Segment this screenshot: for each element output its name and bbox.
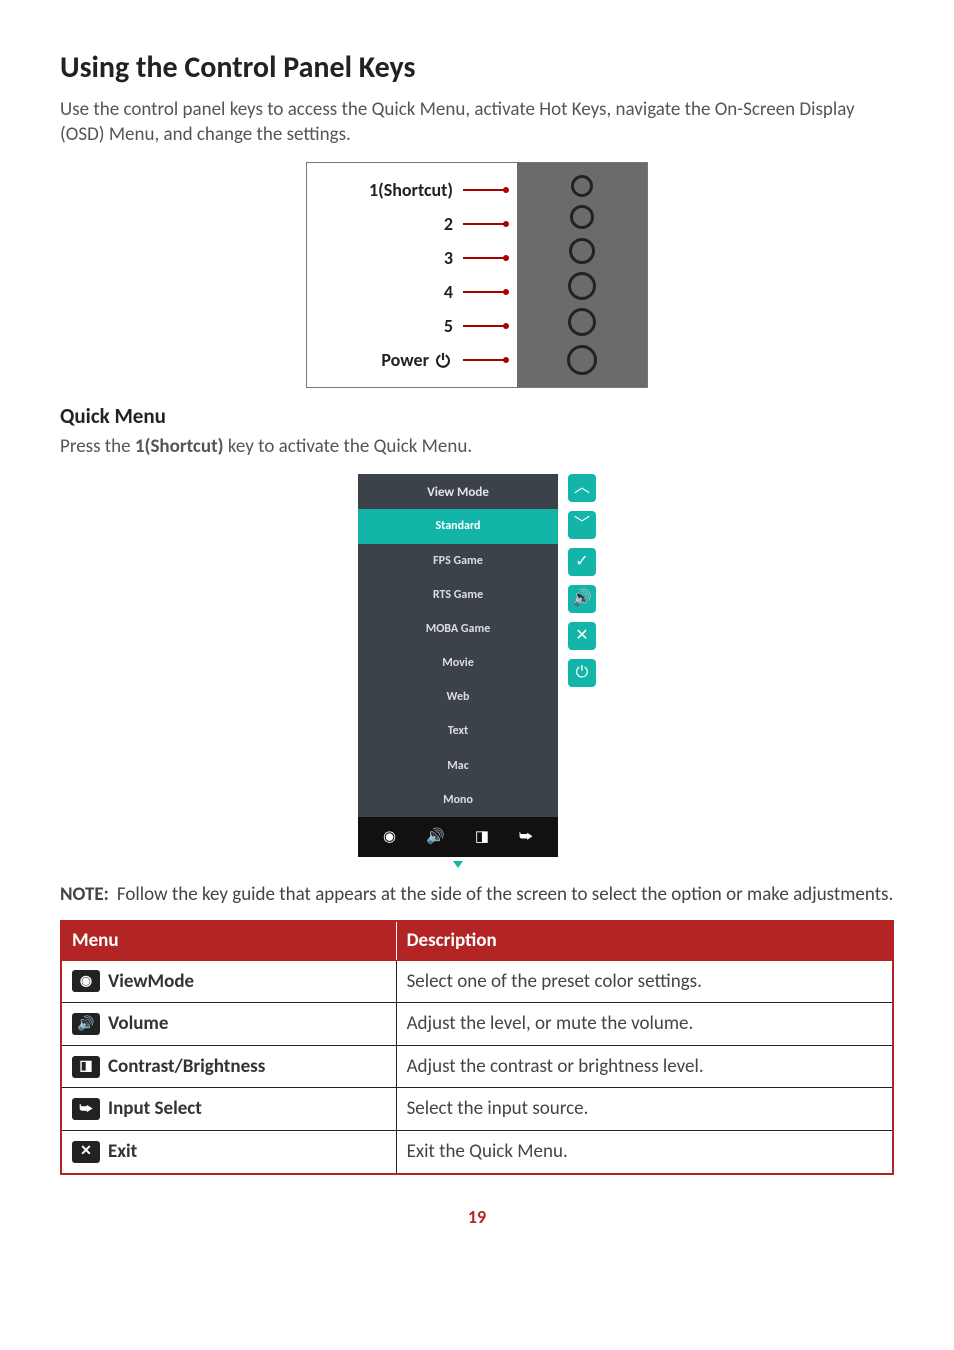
qm-item[interactable]: Movie — [358, 646, 558, 680]
down-icon[interactable]: ﹀ — [568, 511, 596, 539]
quick-menu-heading: Quick Menu — [60, 402, 894, 430]
power-icon: ⏻ — [433, 351, 453, 371]
panel-row-label: 2 — [444, 212, 453, 236]
menu-name: Volume — [108, 1011, 168, 1037]
qm-intro-bold: 1(Shortcut) — [135, 435, 224, 458]
qm-item[interactable]: Mono — [358, 783, 558, 817]
panel-physical-button — [567, 345, 597, 375]
panel-labels-column: 1(Shortcut) 2 3 4 5 Power⏻ — [307, 163, 517, 387]
close-icon[interactable]: ✕ — [568, 622, 596, 650]
panel-row-connector — [463, 189, 505, 191]
qm-item[interactable]: Mac — [358, 749, 558, 783]
qm-footer: ◉ 🔊 ◨ ⮩ — [358, 817, 558, 857]
volume-icon[interactable]: 🔊 — [568, 585, 596, 613]
qm-header: View Mode — [358, 474, 558, 510]
panel-row-connector — [463, 359, 505, 361]
menu-desc: Select one of the preset color settings. — [396, 960, 893, 1003]
note-block: NOTE: Follow the key guide that appears … — [60, 882, 894, 908]
input-icon: ⮩ — [72, 1098, 100, 1120]
panel-row-label: Power⏻ — [381, 348, 453, 372]
contrast-icon: ◨ — [72, 1056, 100, 1078]
up-icon[interactable]: ︿ — [568, 474, 596, 502]
panel-physical-button — [568, 308, 596, 336]
panel-row-connector — [463, 257, 505, 259]
close-icon: ✕ — [72, 1141, 100, 1163]
panel-row: Power⏻ — [319, 343, 505, 377]
panel-row-label: 4 — [444, 280, 453, 304]
contrast-icon[interactable]: ◨ — [475, 827, 489, 847]
panel-row: 2 — [319, 207, 505, 241]
qm-item[interactable]: FPS Game — [358, 544, 558, 578]
table-row: ◉ ViewMode Select one of the preset color … — [61, 960, 893, 1003]
menu-desc: Adjust the contrast or brightness level. — [396, 1045, 893, 1088]
menu-desc: Select the input source. — [396, 1088, 893, 1131]
quick-menu-panel: View Mode StandardFPS GameRTS GameMOBA G… — [358, 474, 558, 857]
qm-side-buttons: ︿ ﹀ ✓ 🔊 ✕ ⏻ — [568, 474, 596, 868]
panel-row-connector — [463, 223, 505, 225]
panel-buttons-column — [517, 163, 647, 387]
panel-row-label: 5 — [444, 314, 453, 338]
menu-desc: Exit the Quick Menu. — [396, 1131, 893, 1174]
quick-menu-intro: Press the 1(Shortcut) key to activate th… — [60, 434, 894, 460]
power-icon[interactable]: ⏻ — [568, 659, 596, 687]
check-icon[interactable]: ✓ — [568, 548, 596, 576]
qm-item[interactable]: MOBA Game — [358, 612, 558, 646]
panel-row-connector — [463, 291, 505, 293]
volume-icon: 🔊 — [72, 1013, 100, 1035]
table-row: ◨ Contrast/Brightness Adjust the contrast … — [61, 1045, 893, 1088]
panel-physical-button — [571, 175, 593, 197]
volume-icon[interactable]: 🔊 — [426, 827, 445, 847]
qm-pointer-triangle — [453, 861, 463, 868]
intro-text: Use the control panel keys to access the… — [60, 97, 894, 148]
panel-row: 3 — [319, 241, 505, 275]
menu-name: Exit — [108, 1139, 137, 1165]
panel-row-label: 3 — [444, 246, 453, 270]
table-header-desc: Description — [396, 921, 893, 960]
panel-row: 4 — [319, 275, 505, 309]
table-row: 🔊 Volume Adjust the level, or mute the vol… — [61, 1003, 893, 1046]
menu-desc: Adjust the level, or mute the volume. — [396, 1003, 893, 1046]
note-text: Follow the key guide that appears at the… — [117, 882, 893, 908]
menu-name: Contrast/Brightness — [108, 1054, 265, 1080]
table-body: ◉ ViewMode Select one of the preset color … — [61, 960, 893, 1174]
menu-name: ViewMode — [108, 969, 194, 995]
table-row: ✕ Exit Exit the Quick Menu. — [61, 1131, 893, 1174]
table-row: ⮩ Input Select Select the input source. — [61, 1088, 893, 1131]
eye-icon: ◉ — [72, 970, 100, 992]
qm-intro-pre: Press the — [60, 435, 135, 458]
control-panel-diagram: 1(Shortcut) 2 3 4 5 Power⏻ — [60, 162, 894, 388]
panel-physical-button — [570, 205, 594, 229]
panel-physical-button — [569, 238, 595, 264]
menu-name: Input Select — [108, 1096, 202, 1122]
qm-items: StandardFPS GameRTS GameMOBA GameMovieWe… — [358, 509, 558, 817]
eye-icon[interactable]: ◉ — [383, 827, 396, 847]
page-title: Using the Control Panel Keys — [60, 48, 894, 89]
input-icon[interactable]: ⮩ — [519, 827, 533, 847]
note-label: NOTE: — [60, 882, 109, 908]
panel-row: 1(Shortcut) — [319, 173, 505, 207]
qm-intro-post: key to activate the Quick Menu. — [224, 435, 473, 458]
quick-menu-diagram: View Mode StandardFPS GameRTS GameMOBA G… — [60, 474, 894, 868]
table-header-menu: Menu — [61, 921, 396, 960]
panel-row-label: 1(Shortcut) — [369, 178, 453, 202]
page-number: 19 — [60, 1205, 894, 1229]
panel-row-connector — [463, 325, 505, 327]
qm-item[interactable]: Text — [358, 714, 558, 748]
qm-item[interactable]: RTS Game — [358, 578, 558, 612]
panel-row: 5 — [319, 309, 505, 343]
qm-item[interactable]: Standard — [358, 509, 558, 543]
qm-item[interactable]: Web — [358, 680, 558, 714]
panel-physical-button — [568, 272, 596, 300]
menu-description-table: Menu Description ◉ ViewMode Select one of … — [60, 920, 894, 1175]
